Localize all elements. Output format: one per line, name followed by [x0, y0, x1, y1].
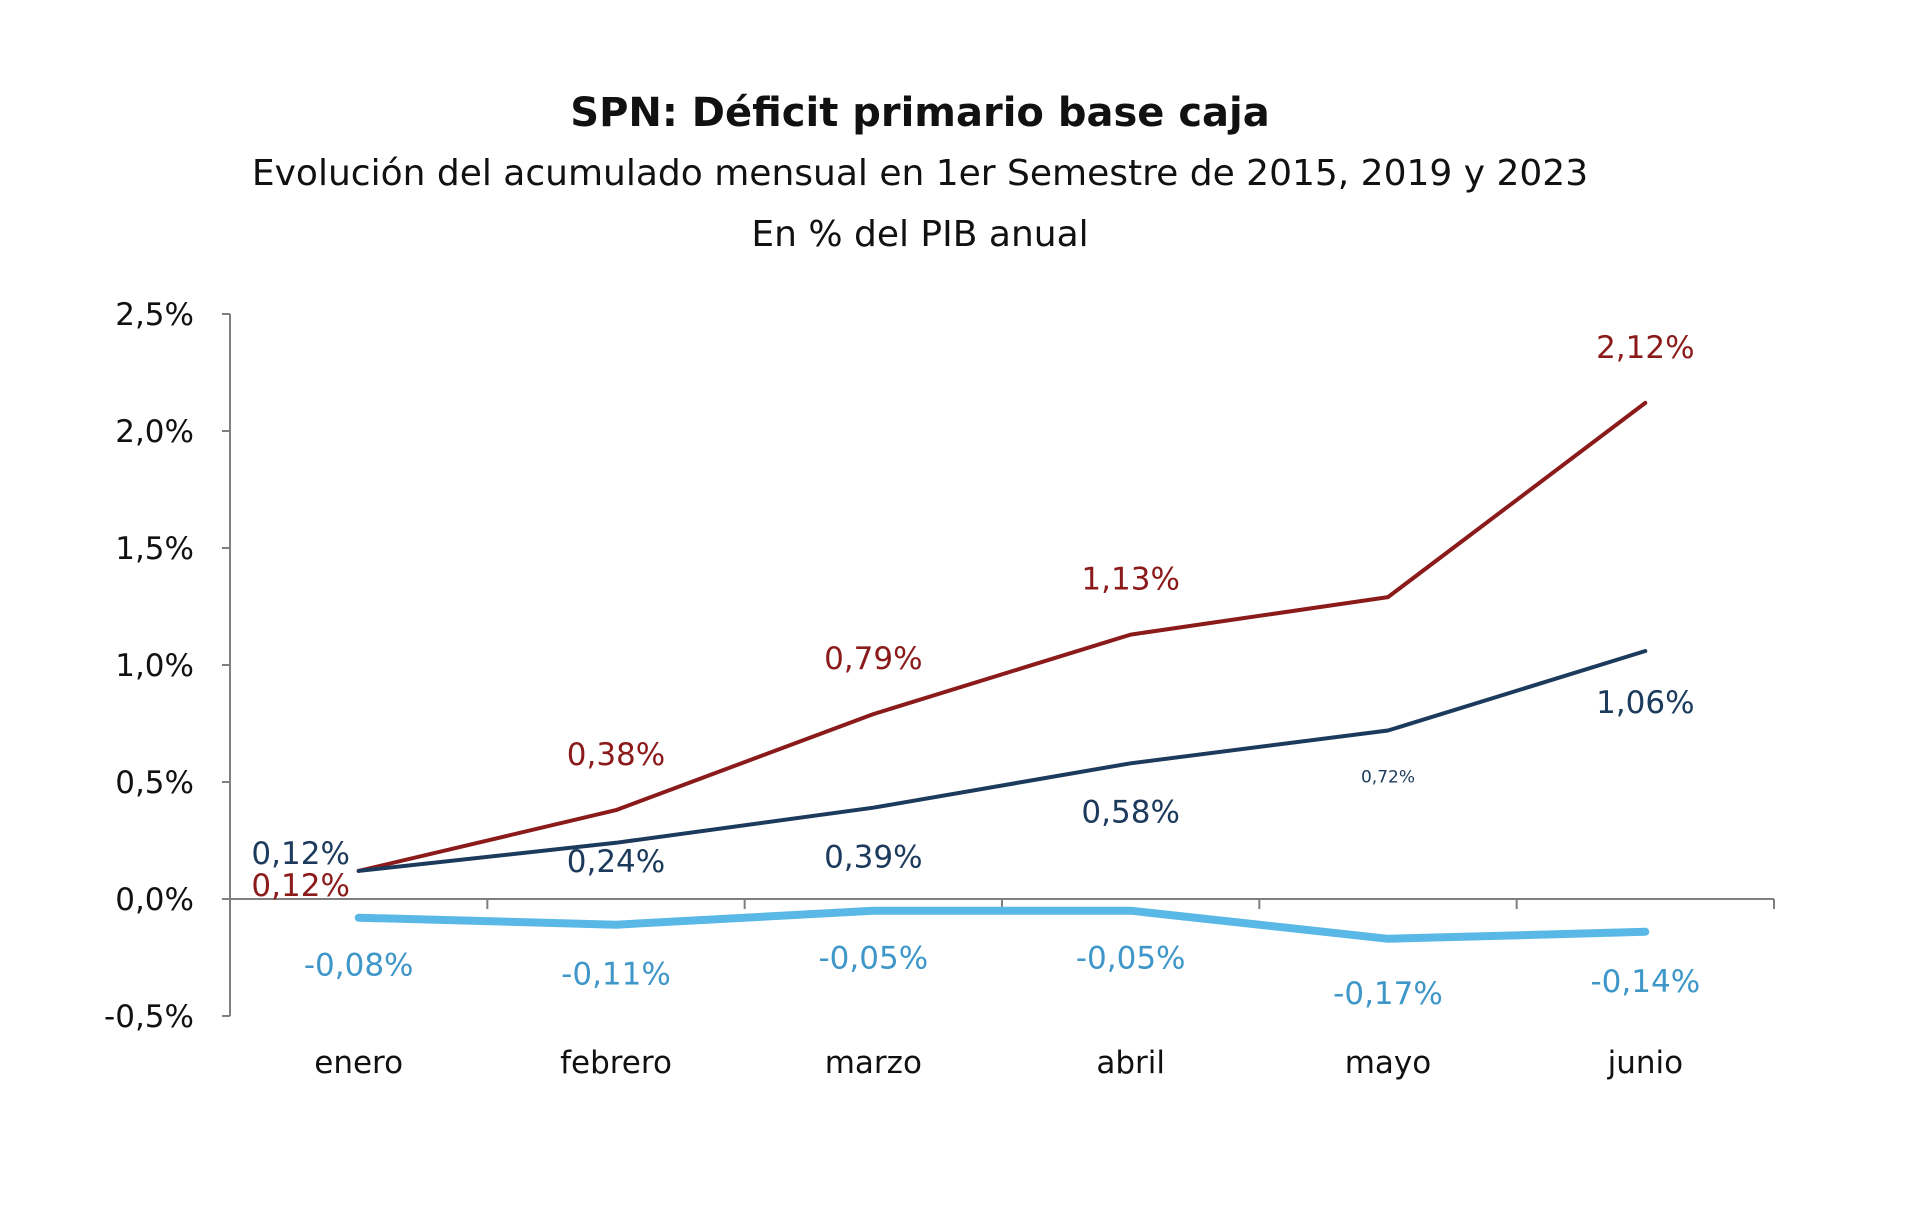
- data-label: 1,13%: [1081, 562, 1179, 598]
- data-label: 0,58%: [1081, 794, 1179, 830]
- x-category-label: abril: [1096, 1045, 1165, 1081]
- series-line-2: [356, 649, 1648, 873]
- data-label: 0,39%: [824, 840, 922, 876]
- chart-subtitle: Evolución del acumulado mensual en 1er S…: [251, 153, 1589, 194]
- chart-titles: SPN: Déficit primario base caja Evolució…: [0, 84, 1840, 264]
- chart-unit-subtitle: En % del PIB anual: [751, 214, 1089, 255]
- y-tick-label: 1,0%: [115, 648, 194, 684]
- data-label: 0,24%: [567, 844, 665, 880]
- x-category-label: febrero: [560, 1045, 672, 1081]
- y-tick-label: 1,5%: [115, 531, 194, 567]
- data-label: 2,12%: [1596, 330, 1694, 366]
- y-tick-label: -0,5%: [104, 999, 194, 1035]
- series-line-3: [354, 906, 1650, 943]
- y-tick-label: 0,5%: [115, 765, 194, 801]
- data-label: -0,17%: [1333, 976, 1443, 1012]
- data-label: -0,08%: [304, 948, 414, 984]
- data-label: 0,38%: [567, 737, 665, 773]
- chart-title: SPN: Déficit primario base caja: [570, 90, 1270, 136]
- data-label: 0,79%: [824, 641, 922, 677]
- data-label: -0,05%: [1076, 941, 1186, 977]
- x-category-label: junio: [1607, 1045, 1684, 1081]
- x-category-label: mayo: [1345, 1045, 1432, 1081]
- data-label: 0,72%: [1361, 768, 1415, 788]
- x-category-label: enero: [314, 1045, 403, 1081]
- data-label: 0,12%: [251, 836, 349, 872]
- data-label: 0,12%: [251, 868, 349, 904]
- y-tick-label: 0,0%: [115, 882, 194, 918]
- data-label: -0,11%: [561, 957, 671, 993]
- data-label: -0,14%: [1590, 964, 1700, 1000]
- data-label: -0,05%: [818, 941, 928, 977]
- y-tick-label: 2,5%: [115, 297, 194, 333]
- x-category-label: marzo: [825, 1045, 922, 1081]
- y-tick-label: 2,0%: [115, 414, 194, 450]
- series-line-1: [356, 400, 1648, 873]
- data-label: 1,06%: [1596, 685, 1694, 721]
